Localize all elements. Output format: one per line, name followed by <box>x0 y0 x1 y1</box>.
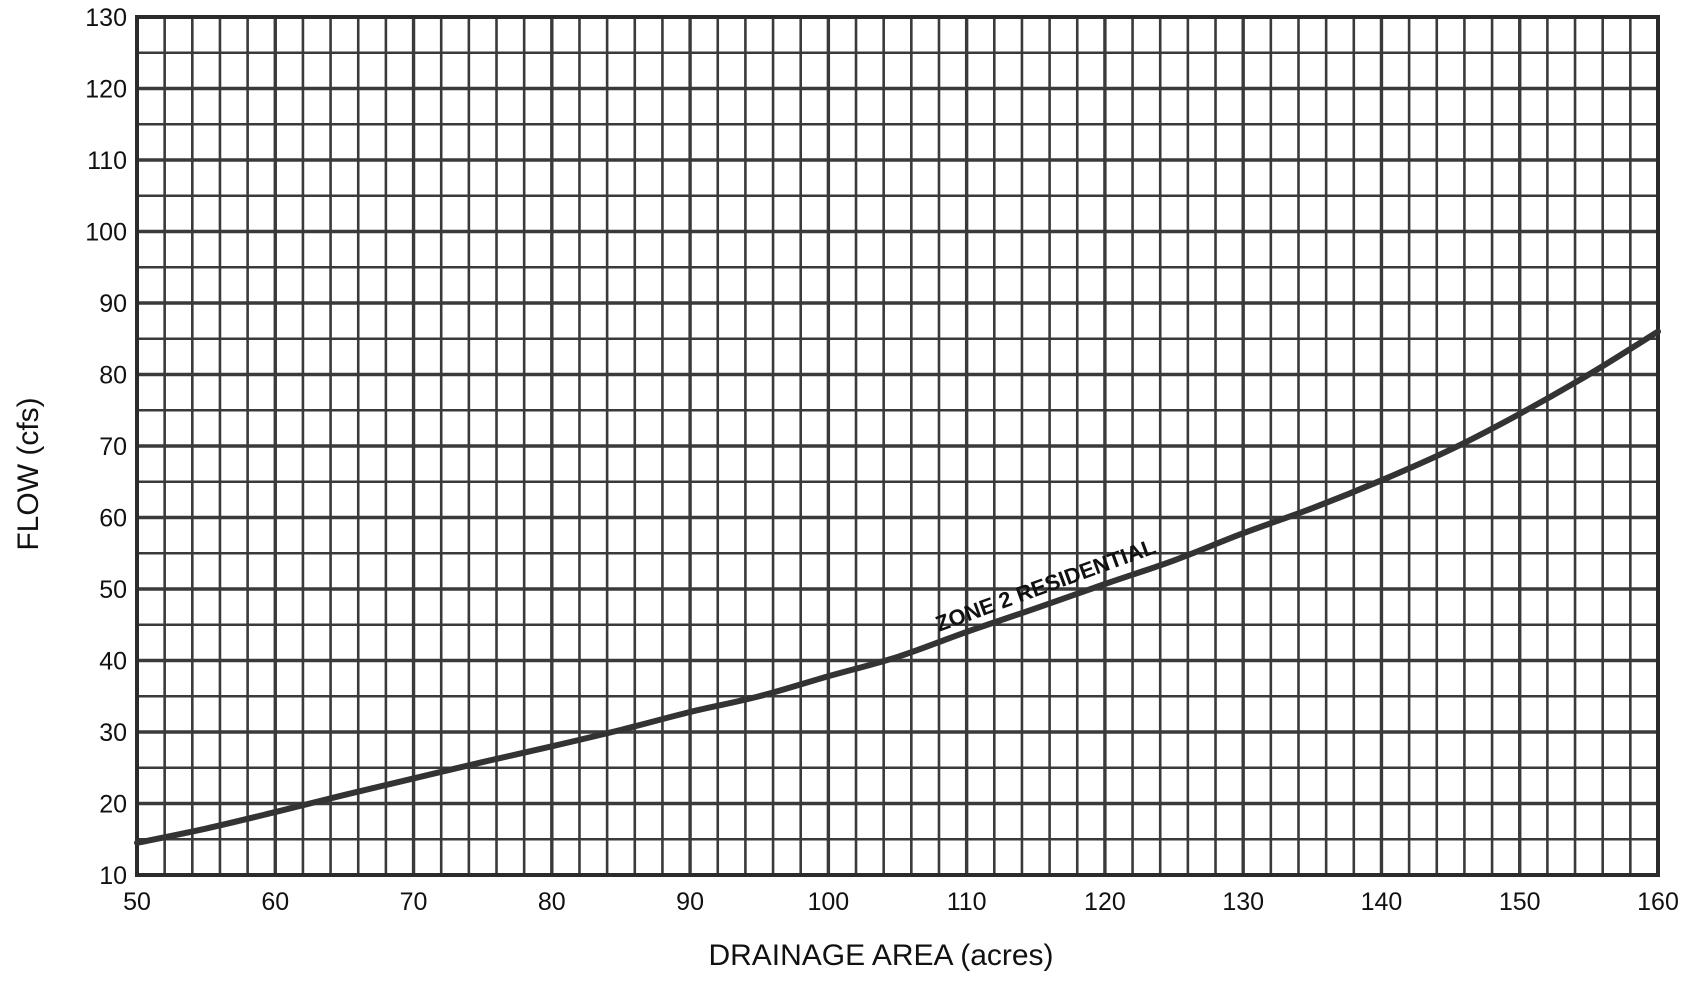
series-line <box>134 328 1661 846</box>
plot-frame <box>135 15 1660 877</box>
y-tick-label: 90 <box>99 290 127 318</box>
x-tick-label: 70 <box>400 888 428 916</box>
x-tick-label: 120 <box>1084 888 1126 916</box>
x-tick-label: 80 <box>538 888 566 916</box>
x-tick-label: 150 <box>1499 888 1541 916</box>
x-tick-label: 50 <box>123 888 151 916</box>
y-axis-label: FLOW (cfs) <box>12 397 45 550</box>
y-tick-label: 80 <box>99 362 127 390</box>
series-layer <box>134 328 1661 846</box>
y-tick-label: 110 <box>87 147 127 175</box>
x-tick-label: 110 <box>947 888 987 916</box>
x-tick-labels: 50 60 70 80 90 100 110 120 130 140 150 160 <box>123 888 1679 916</box>
y-tick-label: 20 <box>99 791 127 819</box>
y-tick-label: 130 <box>85 4 127 32</box>
y-tick-label: 70 <box>99 433 127 461</box>
x-tick-label: 130 <box>1222 888 1264 916</box>
x-tick-label: 140 <box>1361 888 1403 916</box>
y-tick-label: 50 <box>99 576 127 604</box>
y-tick-label: 60 <box>99 505 127 533</box>
x-tick-label: 160 <box>1637 888 1679 916</box>
x-tick-label: 90 <box>676 888 704 916</box>
y-tick-label: 120 <box>85 76 127 104</box>
y-tick-label: 100 <box>85 219 127 247</box>
y-tick-labels: 10 20 30 40 50 60 70 80 90 100 110 120 130 <box>85 4 127 890</box>
x-axis-label: DRAINAGE AREA (acres) <box>708 939 1053 972</box>
y-tick-label: 40 <box>99 648 127 676</box>
x-tick-label: 60 <box>261 888 289 916</box>
y-tick-label: 30 <box>99 719 127 747</box>
x-tick-label: 100 <box>808 888 850 916</box>
y-tick-label: 10 <box>99 862 127 890</box>
